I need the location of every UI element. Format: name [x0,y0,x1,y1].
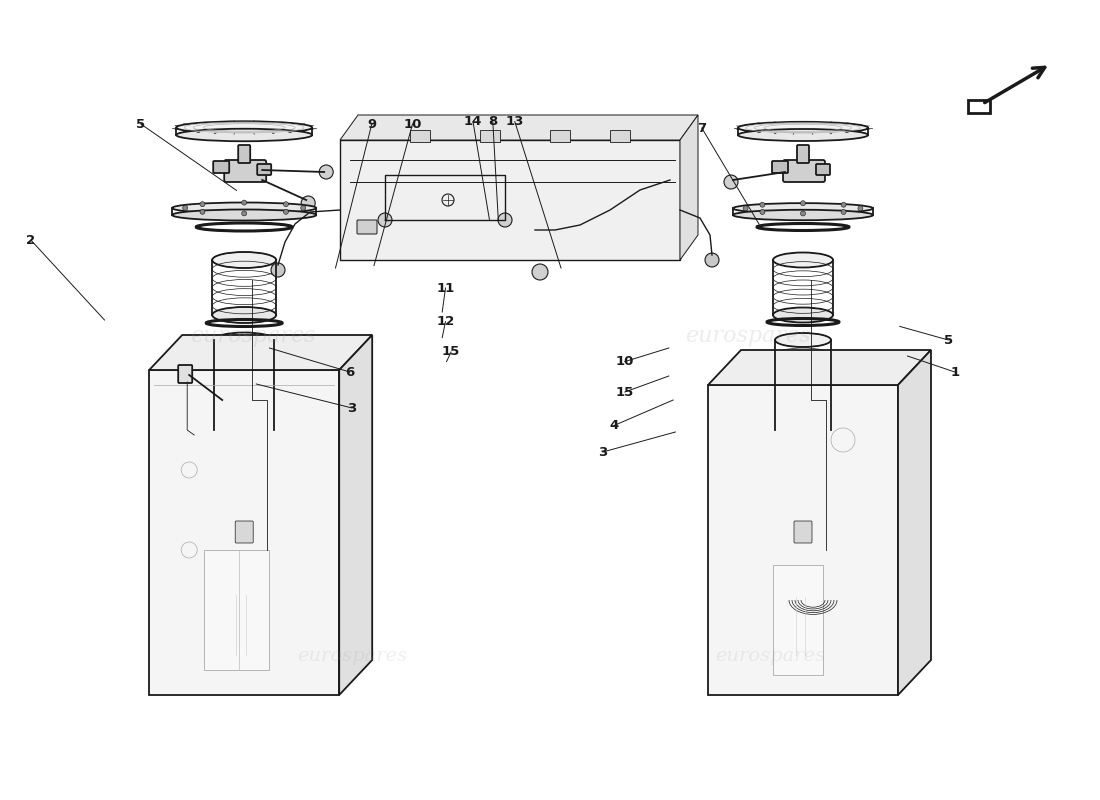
Bar [773,565,823,675]
Circle shape [760,210,764,214]
Circle shape [242,200,246,205]
Circle shape [532,264,548,280]
FancyBboxPatch shape [213,161,229,173]
Ellipse shape [212,307,276,323]
Circle shape [200,210,205,214]
Text: 6: 6 [345,366,354,378]
Circle shape [378,213,392,227]
Circle shape [300,206,306,210]
Polygon shape [340,140,680,260]
Ellipse shape [176,129,312,142]
Ellipse shape [173,202,316,214]
Ellipse shape [773,307,833,322]
Text: eurospares: eurospares [685,325,811,347]
Text: 9: 9 [367,118,376,130]
Text: 5: 5 [136,118,145,130]
Ellipse shape [738,122,868,134]
FancyBboxPatch shape [178,365,192,383]
Text: 4: 4 [609,419,618,432]
Text: 15: 15 [442,346,460,358]
Text: 5: 5 [944,334,953,346]
Bar [550,130,570,142]
Ellipse shape [176,122,312,134]
FancyBboxPatch shape [235,521,253,543]
Circle shape [319,165,333,179]
Polygon shape [898,350,931,695]
Ellipse shape [173,210,316,221]
Polygon shape [708,350,931,385]
FancyBboxPatch shape [358,220,377,234]
Circle shape [858,206,862,211]
Circle shape [801,211,805,216]
Text: eurospares: eurospares [297,647,407,665]
Bar [410,130,430,142]
Text: 3: 3 [598,446,607,458]
Polygon shape [150,335,372,370]
Text: 2: 2 [26,234,35,246]
Ellipse shape [214,422,274,438]
Circle shape [284,210,288,214]
Text: eurospares: eurospares [190,325,316,347]
Polygon shape [150,370,339,695]
Circle shape [724,175,738,189]
Text: 7: 7 [697,122,706,134]
FancyBboxPatch shape [223,432,265,593]
Text: 14: 14 [464,115,482,128]
FancyBboxPatch shape [794,521,812,543]
Polygon shape [680,115,698,260]
Ellipse shape [776,333,830,347]
Text: eurospares: eurospares [715,647,825,665]
Text: 10: 10 [616,355,634,368]
Circle shape [284,202,288,206]
Bar [480,130,501,142]
Circle shape [842,202,846,207]
Polygon shape [339,335,372,695]
FancyBboxPatch shape [789,590,817,667]
FancyBboxPatch shape [239,145,250,163]
Circle shape [183,206,188,210]
Ellipse shape [214,333,274,347]
FancyBboxPatch shape [772,161,788,173]
Circle shape [760,202,764,207]
Bar [610,130,630,142]
Polygon shape [708,385,898,695]
Circle shape [498,213,512,227]
Circle shape [801,201,805,206]
Text: 11: 11 [437,282,454,294]
Ellipse shape [733,203,873,214]
FancyBboxPatch shape [229,588,260,667]
Circle shape [200,202,205,206]
FancyBboxPatch shape [224,160,266,182]
Bar [205,550,270,670]
Circle shape [705,253,719,267]
Text: 15: 15 [616,386,634,398]
FancyBboxPatch shape [816,164,831,175]
FancyBboxPatch shape [783,160,825,182]
FancyBboxPatch shape [783,432,823,593]
Text: 10: 10 [404,118,421,130]
Text: 12: 12 [437,315,454,328]
Circle shape [242,211,246,216]
Bar [968,100,990,113]
FancyBboxPatch shape [798,145,808,163]
Text: 3: 3 [348,402,356,414]
Ellipse shape [773,253,833,267]
Ellipse shape [776,423,830,437]
Circle shape [271,263,285,277]
Text: 13: 13 [506,115,524,128]
Text: 8: 8 [488,115,497,128]
Ellipse shape [212,252,276,268]
Ellipse shape [738,129,868,141]
Polygon shape [340,115,698,140]
Circle shape [301,196,316,210]
Ellipse shape [733,210,873,220]
FancyBboxPatch shape [257,164,272,175]
Circle shape [842,210,846,214]
Text: 1: 1 [950,366,959,378]
Circle shape [744,206,748,211]
